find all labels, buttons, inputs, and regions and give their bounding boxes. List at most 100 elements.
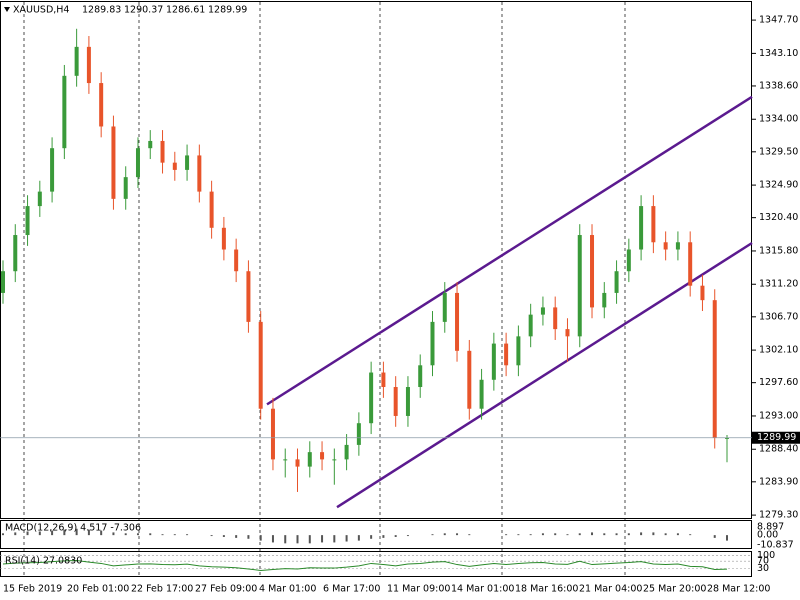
y-tick-label: 1347.70 <box>759 15 798 26</box>
candle-body <box>602 292 607 308</box>
x-tick-label: 11 Mar 09:00 <box>387 584 450 595</box>
y-tick-label: 1279.30 <box>759 510 798 521</box>
candle-body <box>283 459 288 461</box>
rsi-tick-label: 100 <box>757 550 775 561</box>
x-tick-label: 21 Mar 04:00 <box>579 584 642 595</box>
candle-body <box>675 242 680 250</box>
y-tick-label: 1297.60 <box>759 377 798 388</box>
candle-body <box>430 321 435 366</box>
candle-body <box>160 140 165 163</box>
candle-body <box>258 321 263 409</box>
candle-body <box>418 365 423 388</box>
candle-body <box>62 75 67 149</box>
candle-body <box>725 437 729 439</box>
candle-body <box>565 329 570 337</box>
candle-body <box>135 148 140 178</box>
candle-body <box>50 148 55 192</box>
candle-body <box>25 206 30 236</box>
candle-body <box>197 155 202 192</box>
candle-body <box>491 343 496 380</box>
candle-body <box>504 343 509 366</box>
candle-body <box>700 285 705 301</box>
candle-body <box>688 242 693 286</box>
y-tick-label: 1288.40 <box>759 444 798 455</box>
candle-body <box>246 271 251 322</box>
candle-body <box>172 162 177 170</box>
candle-body <box>344 444 349 460</box>
candle-body <box>13 235 18 272</box>
x-tick-label: 25 Mar 20:00 <box>643 584 706 595</box>
candle-body <box>332 459 337 461</box>
candle-body <box>123 177 128 199</box>
candle-body <box>590 235 595 308</box>
candle-body <box>405 387 410 416</box>
candle-body <box>86 46 91 84</box>
y-tick-label: 1315.80 <box>759 245 798 256</box>
x-tick-label: 15 Feb 2019 <box>3 584 62 595</box>
candle-body <box>234 249 239 272</box>
candle-body <box>614 271 619 293</box>
candle-body <box>356 423 361 445</box>
ohlc-value: 1286.61 <box>166 5 205 16</box>
x-tick-label: 20 Feb 01:00 <box>67 584 129 595</box>
macd-label: MACD(12,26,9) 4.517 -7.306 <box>5 523 141 534</box>
ohlc-value: 1289.99 <box>208 5 247 16</box>
candle-body <box>455 292 460 351</box>
candle-body <box>528 314 533 337</box>
y-tick-label: 1293.00 <box>759 410 798 421</box>
candle-body <box>37 191 42 207</box>
macd-tick-label: 0.00 <box>757 530 778 541</box>
price-tag <box>752 431 800 444</box>
candle-body <box>516 336 521 366</box>
y-tick-label: 1306.70 <box>759 311 798 322</box>
candle-body <box>295 459 300 467</box>
y-tick-label: 1324.90 <box>759 180 798 191</box>
y-tick-label: 1311.20 <box>759 279 798 290</box>
candle-body <box>221 227 226 250</box>
price-tag-label: 1289.99 <box>757 432 796 443</box>
candle-body <box>540 307 545 315</box>
candle-body <box>99 83 104 127</box>
y-tick-label: 1320.40 <box>759 212 798 223</box>
y-tick-label: 1283.90 <box>759 476 798 487</box>
x-tick-label: 18 Mar 16:00 <box>515 584 578 595</box>
candle-body <box>577 235 582 337</box>
candle-body <box>553 307 558 330</box>
candle-body <box>442 292 447 322</box>
main-frame <box>0 1 752 519</box>
channel-line <box>266 95 753 406</box>
y-tick-label: 1334.00 <box>759 114 798 125</box>
y-tick-label: 1343.10 <box>759 48 798 59</box>
candle-body <box>651 206 656 243</box>
candle-body <box>209 191 214 228</box>
candle-body <box>74 46 79 76</box>
x-tick-label: 4 Mar 01:00 <box>259 584 316 595</box>
rsi-tick-label: 30 <box>757 563 769 574</box>
channel-line <box>336 241 753 509</box>
candle-body <box>185 155 190 170</box>
rsi-label: RSI(14) 27.0830 <box>5 556 82 567</box>
candle-body <box>148 140 153 149</box>
x-tick-label: 22 Feb 17:00 <box>131 584 193 595</box>
candle-body <box>467 350 472 409</box>
candle-body <box>381 372 386 388</box>
macd-frame <box>0 520 752 549</box>
rsi-tick-label: 70 <box>757 556 769 567</box>
ohlc-value: 1289.83 <box>82 5 121 16</box>
candle-body <box>479 379 484 409</box>
rsi-line <box>2 559 728 571</box>
macd-tick-label: -10.837 <box>757 540 794 551</box>
x-tick-label: 28 Mar 12:00 <box>707 584 770 595</box>
candle-body <box>663 242 668 250</box>
y-tick-label: 1338.60 <box>759 80 798 91</box>
y-tick-label: 1302.10 <box>759 345 798 356</box>
candle-body <box>270 408 275 460</box>
symbol-label: XAUUSD,H4 <box>13 5 69 16</box>
candle-body <box>369 372 374 424</box>
header-icon <box>4 7 10 12</box>
macd-tick-label: 8.897 <box>757 522 784 533</box>
candle-body <box>393 387 398 416</box>
candle-body <box>639 206 644 250</box>
